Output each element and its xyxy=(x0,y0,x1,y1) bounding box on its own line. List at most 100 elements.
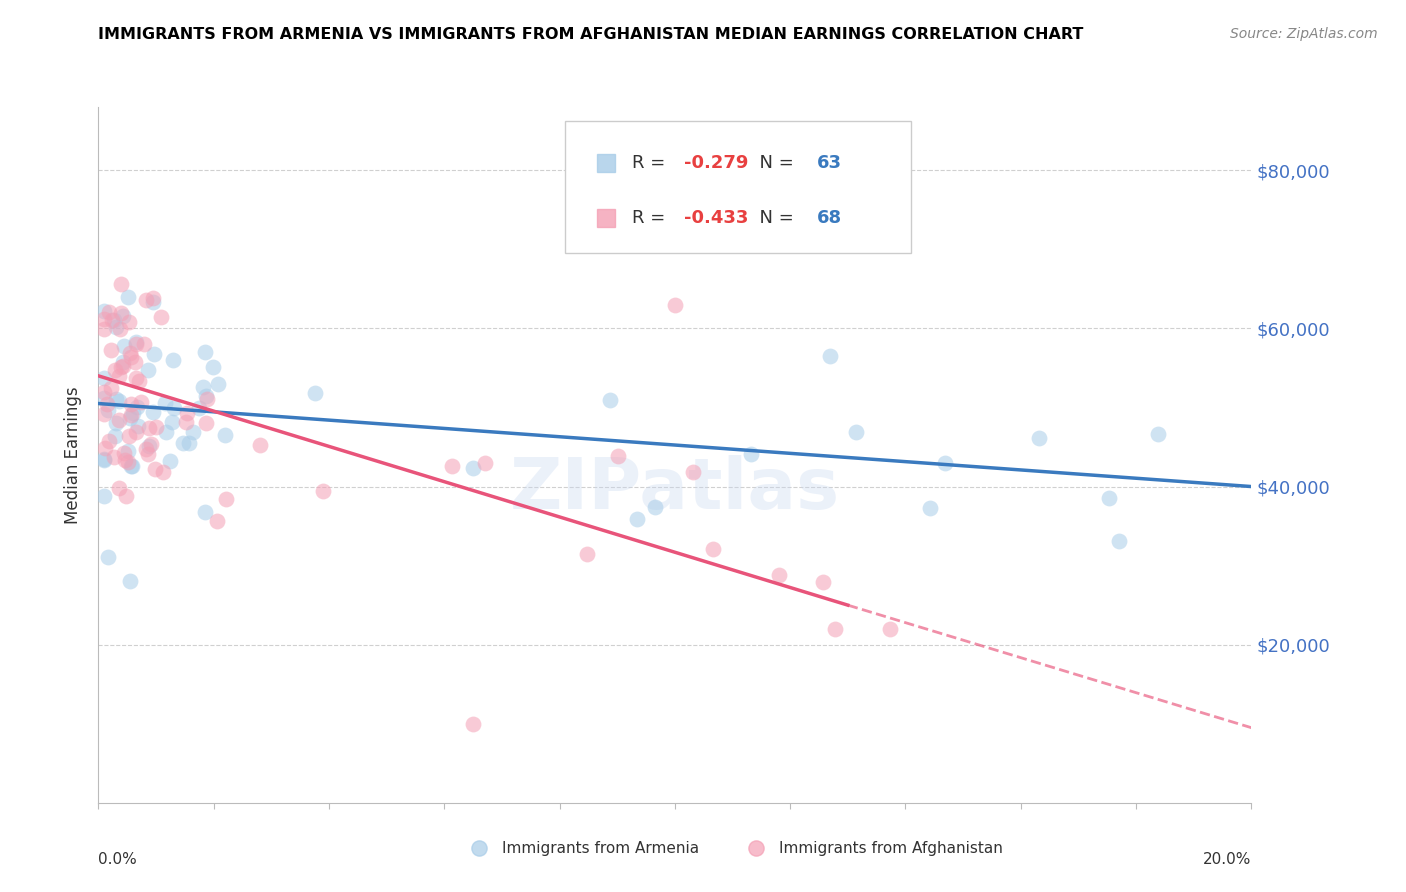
Point xyxy=(121,459,143,474)
Point xyxy=(150,310,173,325)
Point xyxy=(104,416,127,430)
Point xyxy=(214,492,236,507)
Point xyxy=(824,622,846,636)
Point xyxy=(128,375,150,389)
Point xyxy=(194,505,217,519)
Point xyxy=(162,352,184,367)
Point xyxy=(142,295,165,310)
Text: 0.0%: 0.0% xyxy=(98,852,138,866)
Point xyxy=(93,303,115,318)
Point xyxy=(188,401,211,416)
Point xyxy=(934,456,956,470)
Point xyxy=(115,489,138,503)
Point xyxy=(120,459,142,474)
Point xyxy=(118,429,141,443)
Point xyxy=(1028,431,1050,445)
Point xyxy=(811,575,834,590)
Point xyxy=(118,346,141,360)
Point xyxy=(768,568,790,582)
Point xyxy=(103,450,125,464)
Point xyxy=(112,339,135,353)
Point xyxy=(142,346,165,360)
Point xyxy=(176,415,198,429)
Point xyxy=(125,337,148,351)
Point xyxy=(110,360,132,375)
Point xyxy=(145,420,167,434)
Point xyxy=(177,436,200,450)
Point xyxy=(820,349,842,363)
Point xyxy=(1108,534,1130,549)
Point xyxy=(607,450,630,464)
Point xyxy=(104,363,127,377)
Point xyxy=(155,395,177,409)
Point xyxy=(120,397,142,411)
Point xyxy=(142,291,165,305)
Point xyxy=(114,453,136,467)
Point xyxy=(93,489,115,503)
Text: Immigrants from Armenia: Immigrants from Armenia xyxy=(502,840,699,855)
Text: -0.279: -0.279 xyxy=(685,153,748,171)
Point xyxy=(143,462,166,476)
Point xyxy=(159,453,181,467)
Point xyxy=(96,397,118,411)
Point xyxy=(576,548,599,562)
Text: N =: N = xyxy=(748,210,799,227)
Point xyxy=(136,362,159,376)
Point xyxy=(152,466,174,480)
Point xyxy=(124,355,146,369)
Text: -0.433: -0.433 xyxy=(685,210,748,227)
Point xyxy=(93,371,115,385)
Point xyxy=(194,344,217,359)
Point xyxy=(120,410,142,425)
Point xyxy=(112,359,135,373)
Point xyxy=(125,371,148,385)
Point xyxy=(125,400,148,414)
Point xyxy=(105,320,128,334)
Point xyxy=(97,403,120,417)
Point xyxy=(93,322,115,336)
Point xyxy=(98,434,121,449)
Point xyxy=(117,290,139,304)
Point xyxy=(100,381,122,395)
Text: Immigrants from Afghanistan: Immigrants from Afghanistan xyxy=(779,840,1002,855)
Point xyxy=(127,418,149,433)
Point xyxy=(1098,491,1121,505)
Point xyxy=(664,298,686,312)
Text: 63: 63 xyxy=(817,153,842,171)
Text: R =: R = xyxy=(633,153,671,171)
Point xyxy=(181,425,204,439)
Point xyxy=(100,343,122,357)
Point xyxy=(97,549,120,564)
Point xyxy=(920,500,942,515)
Point xyxy=(135,293,157,307)
Point xyxy=(118,315,141,329)
Text: Source: ZipAtlas.com: Source: ZipAtlas.com xyxy=(1230,27,1378,41)
Point xyxy=(112,309,135,323)
Point xyxy=(644,500,666,514)
Point xyxy=(124,425,146,439)
Point xyxy=(120,574,142,589)
Point xyxy=(461,461,484,475)
Point xyxy=(108,322,131,336)
Point xyxy=(107,369,129,384)
FancyBboxPatch shape xyxy=(565,121,911,253)
Point xyxy=(103,312,125,326)
Point xyxy=(125,335,148,350)
Point xyxy=(135,442,157,457)
Point xyxy=(474,456,496,470)
Text: 68: 68 xyxy=(817,210,842,227)
Point xyxy=(108,413,131,427)
Point xyxy=(107,394,129,409)
Point xyxy=(138,421,160,435)
Point xyxy=(98,304,121,318)
Point xyxy=(160,415,183,429)
Point xyxy=(93,392,115,406)
Point xyxy=(1147,427,1170,442)
Point xyxy=(112,446,135,460)
Point xyxy=(461,716,484,731)
Point xyxy=(626,512,648,526)
Point xyxy=(195,392,218,406)
Point xyxy=(195,389,218,403)
Text: N =: N = xyxy=(748,153,799,171)
Text: 20.0%: 20.0% xyxy=(1204,852,1251,866)
